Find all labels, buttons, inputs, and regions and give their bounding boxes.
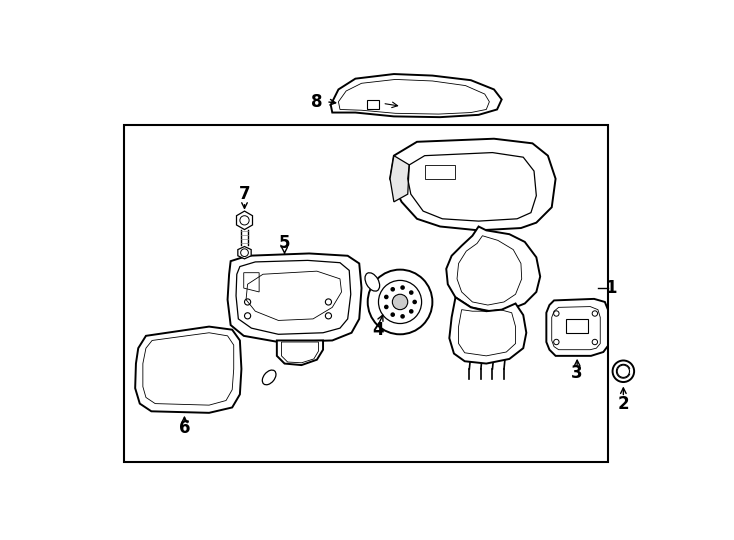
Text: 2: 2 [617,395,629,413]
Text: 1: 1 [606,279,617,297]
Polygon shape [390,139,556,231]
Circle shape [384,305,388,309]
Circle shape [613,361,634,382]
Polygon shape [236,211,252,230]
Circle shape [390,312,395,317]
Polygon shape [449,298,526,363]
Polygon shape [135,327,241,413]
Circle shape [409,309,413,314]
Bar [124,125,608,462]
Polygon shape [331,74,501,117]
Circle shape [390,287,395,292]
Circle shape [400,314,405,319]
Circle shape [384,295,388,299]
Circle shape [368,269,432,334]
Circle shape [400,285,405,290]
Polygon shape [228,253,362,342]
Ellipse shape [365,273,379,291]
Polygon shape [546,299,608,356]
Text: 6: 6 [178,419,190,437]
Bar [567,319,588,333]
Polygon shape [238,247,251,259]
Circle shape [409,290,413,295]
Text: 4: 4 [373,321,385,340]
Text: 5: 5 [279,234,290,252]
Ellipse shape [262,370,276,385]
Text: 3: 3 [571,364,583,382]
Text: 8: 8 [311,93,323,111]
Polygon shape [277,340,323,365]
Text: 7: 7 [239,185,250,203]
Circle shape [413,300,417,304]
Polygon shape [446,226,540,311]
Polygon shape [390,156,410,202]
Circle shape [393,294,408,309]
Bar [367,100,379,110]
